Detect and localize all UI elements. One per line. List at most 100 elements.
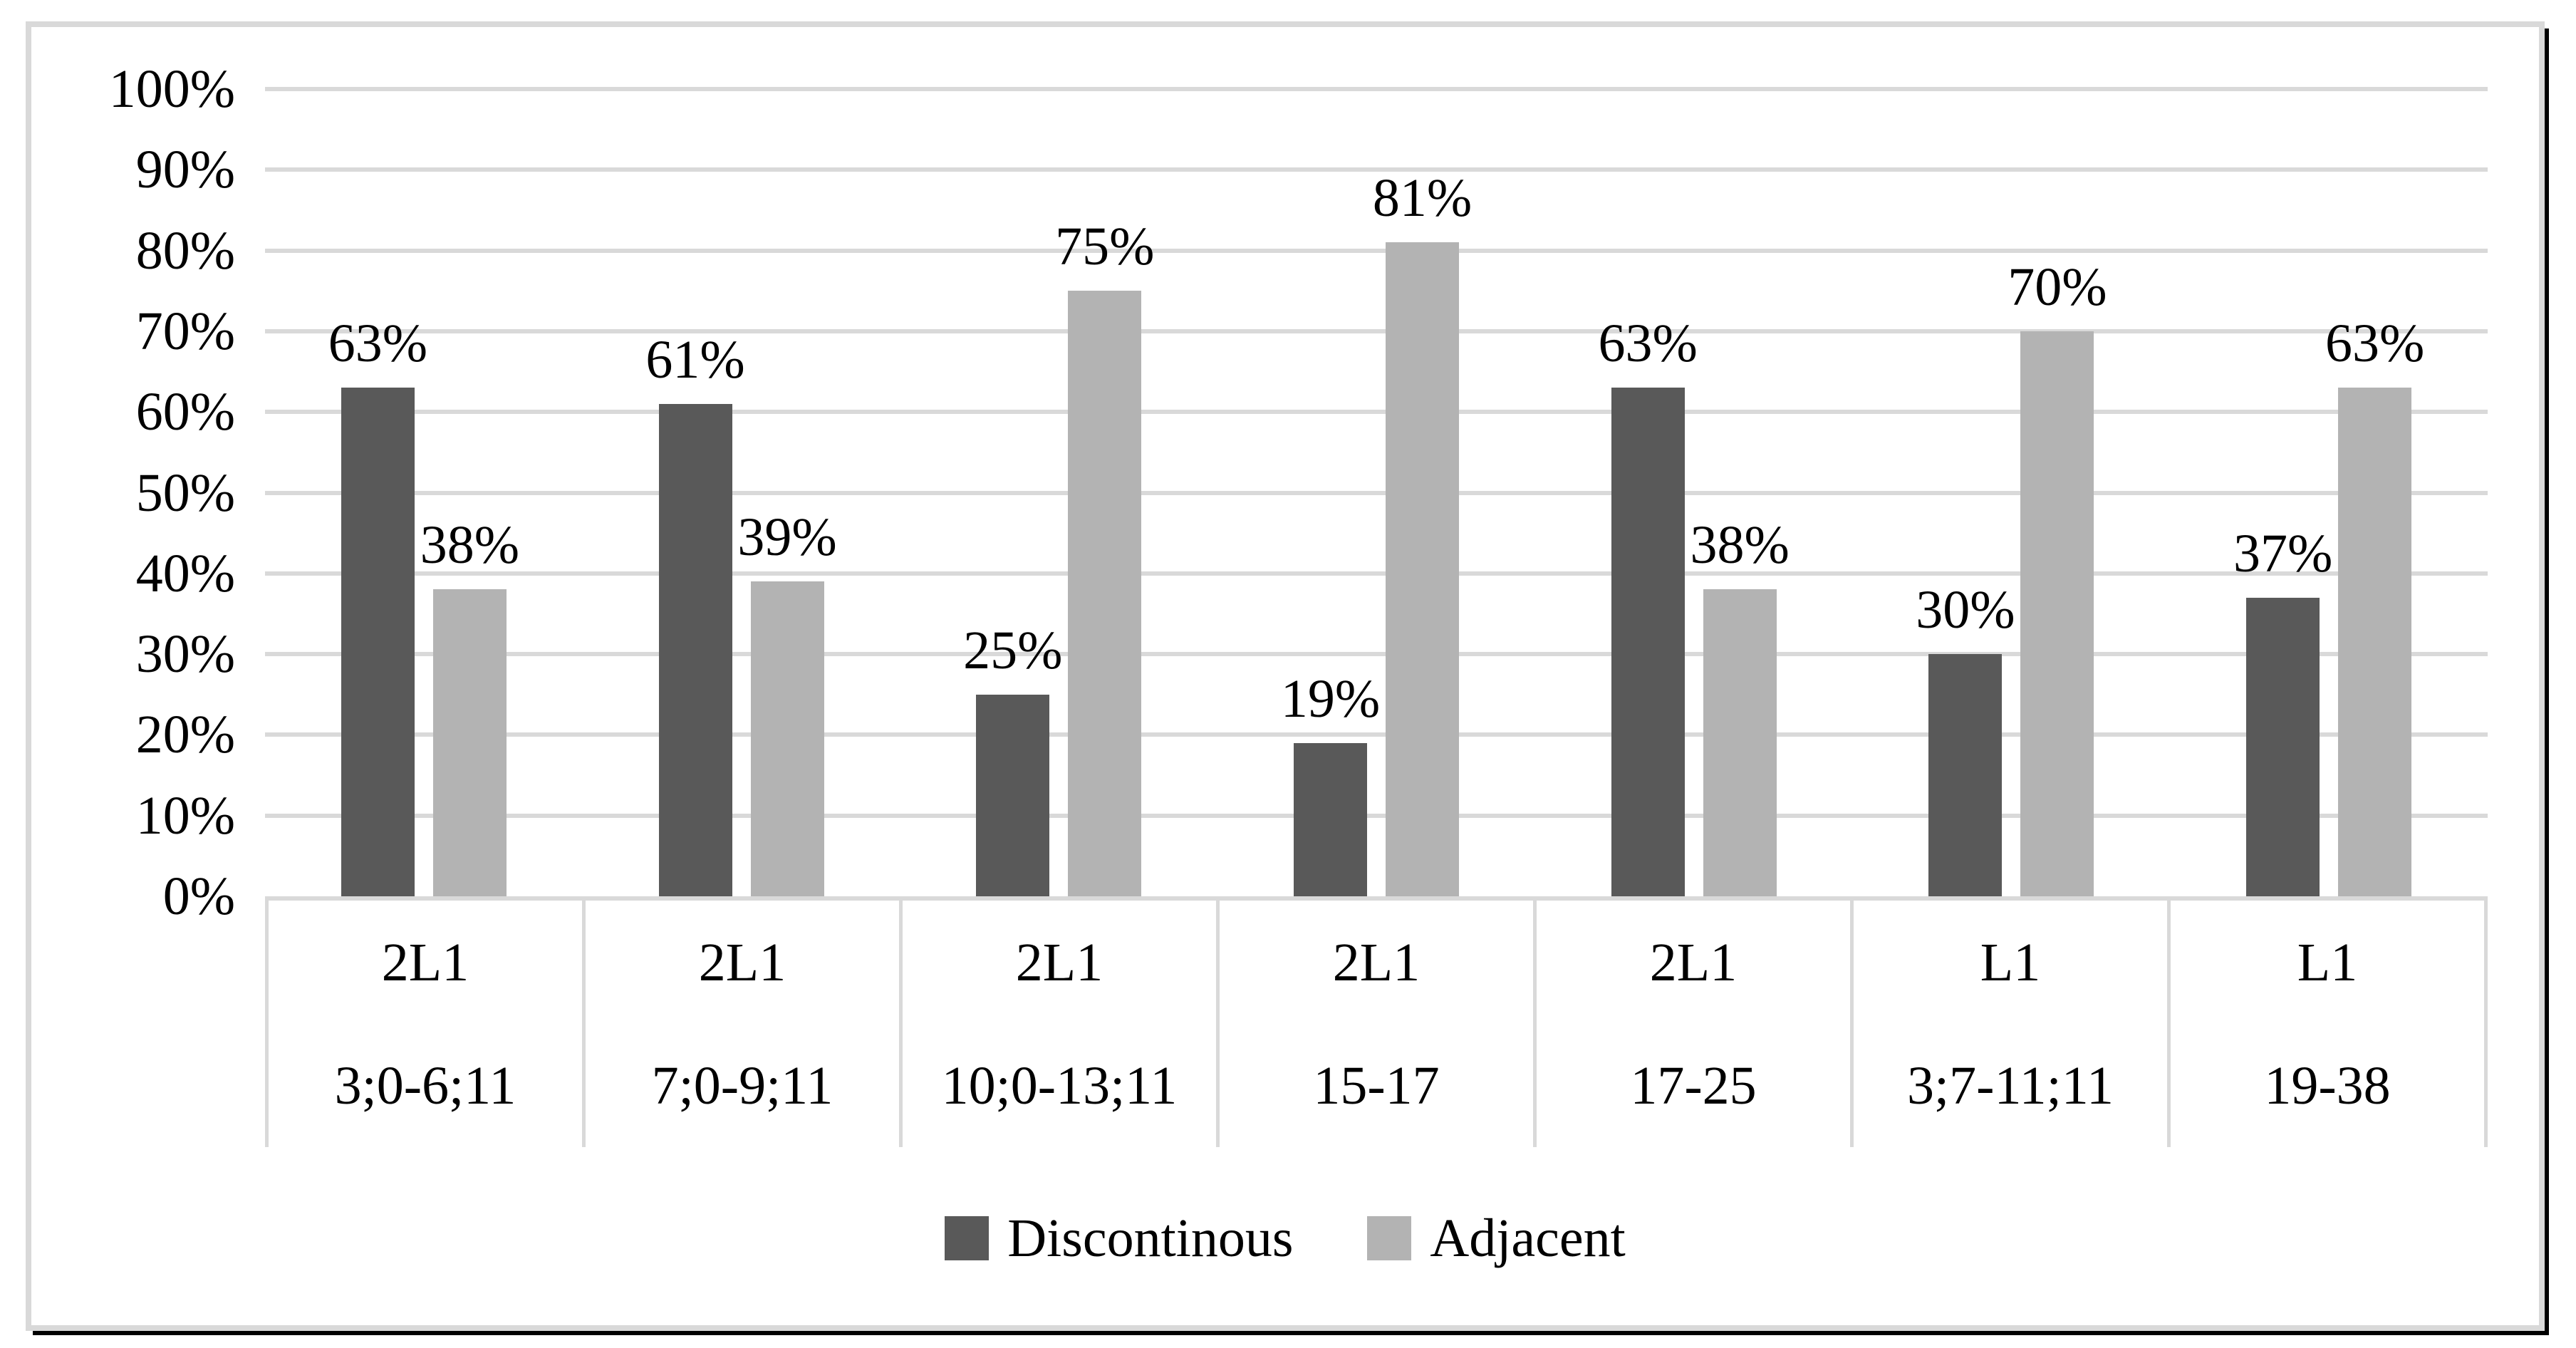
y-axis-tick-label: 100% xyxy=(108,59,235,119)
gridline xyxy=(265,328,2488,333)
legend-swatch-icon xyxy=(1367,1216,1412,1260)
bar-column: 75% xyxy=(1055,89,1154,896)
bar-discontinous xyxy=(1928,654,2003,896)
bar-column: 25% xyxy=(963,89,1062,896)
legend-label: Adjacent xyxy=(1430,1208,1626,1268)
bar-discontinous xyxy=(658,403,732,896)
bar-group: 30% 70% xyxy=(1853,89,2171,896)
bar-group: 61% 39% xyxy=(583,89,900,896)
bar-column: 81% xyxy=(1373,89,1472,896)
category-group-label: L1 xyxy=(2297,932,2358,992)
category-group-label: 2L1 xyxy=(381,932,469,992)
bar-column: 39% xyxy=(737,89,837,896)
y-axis-tick-label: 50% xyxy=(135,462,235,523)
category-cell: L1 3;7-11;11 xyxy=(1850,901,2167,1147)
gridline xyxy=(265,571,2488,576)
bar-column: 38% xyxy=(1690,89,1790,896)
legend-item: Discontinous xyxy=(945,1211,1293,1265)
bar-value-label: 38% xyxy=(420,515,519,576)
bar-column: 63% xyxy=(1599,89,1698,896)
bar-value-label: 63% xyxy=(328,313,427,374)
bar-column: 30% xyxy=(1916,89,2015,896)
gridline xyxy=(265,813,2488,818)
category-group-label: 2L1 xyxy=(1332,932,1421,992)
legend-label: Discontinous xyxy=(1007,1208,1294,1268)
bar-value-label: 30% xyxy=(1916,580,2015,641)
bar-adjacent xyxy=(750,581,824,896)
bar-value-label: 38% xyxy=(1690,515,1790,576)
bar-column: 19% xyxy=(1281,89,1380,896)
gridline xyxy=(265,87,2488,91)
category-age-label: 3;7-11;11 xyxy=(1907,1055,2114,1116)
bar-value-label: 25% xyxy=(963,620,1063,680)
bar-adjacent xyxy=(432,589,507,896)
gridline xyxy=(265,167,2488,172)
category-age-label: 19-38 xyxy=(2264,1055,2391,1116)
category-group-label: 2L1 xyxy=(1015,932,1103,992)
y-axis-tick-label: 10% xyxy=(135,785,235,846)
category-age-label: 17-25 xyxy=(1630,1055,1757,1116)
gridline xyxy=(265,732,2488,737)
category-cell: 2L1 10;0-13;11 xyxy=(899,901,1216,1147)
bar-value-label: 75% xyxy=(1055,217,1155,277)
category-cell: L1 19-38 xyxy=(2167,901,2488,1147)
bar-value-label: 70% xyxy=(2008,256,2107,317)
bar-column: 70% xyxy=(2008,89,2107,896)
bar-adjacent xyxy=(1068,291,1142,896)
bar-value-label: 37% xyxy=(2233,523,2333,584)
bar-discontinous xyxy=(341,388,415,896)
bar-value-label: 19% xyxy=(1280,668,1381,729)
bar-value-label: 63% xyxy=(1598,313,1698,374)
y-axis-tick-label: 20% xyxy=(135,705,235,765)
y-axis-tick-label: 30% xyxy=(135,624,235,685)
bar-group: 63% 38% xyxy=(1535,89,1853,896)
bar-value-label: 39% xyxy=(737,507,837,568)
y-axis: 0% 10% 20% 30% 40% 50% 60% 70% 80% 90% 100% xyxy=(31,62,235,923)
legend-item: Adjacent xyxy=(1367,1208,1626,1268)
bar-column: 63% xyxy=(328,89,427,896)
category-age-label: 10;0-13;11 xyxy=(941,1055,1178,1116)
bar-value-label: 61% xyxy=(645,329,745,390)
category-age-label: 3;0-6;11 xyxy=(334,1055,516,1116)
legend: Discontinous Adjacent xyxy=(31,1199,2539,1277)
bar-group: 63% 38% xyxy=(265,89,583,896)
bar-column: 38% xyxy=(420,89,519,896)
category-cell: 2L1 15-17 xyxy=(1216,901,1533,1147)
category-group-label: 2L1 xyxy=(698,932,786,992)
category-age-label: 7;0-9;11 xyxy=(651,1055,833,1116)
bar-adjacent xyxy=(1385,242,1459,896)
bar-adjacent xyxy=(2338,388,2412,896)
chart-area: 0% 10% 20% 30% 40% 50% 60% 70% 80% 90% 100% 63% 38%… xyxy=(26,21,2545,1331)
bar-column: 63% xyxy=(2325,89,2424,896)
bar-discontinous xyxy=(1611,388,1685,896)
gridline xyxy=(265,248,2488,253)
y-axis-tick-label: 80% xyxy=(135,220,235,281)
bar-discontinous xyxy=(1293,742,1367,896)
bar-column: 61% xyxy=(645,89,745,896)
legend-swatch-icon xyxy=(945,1216,990,1260)
category-age-label: 15-17 xyxy=(1313,1055,1440,1116)
bar-adjacent xyxy=(1703,589,1777,896)
gridline xyxy=(265,652,2488,657)
y-axis-tick-label: 0% xyxy=(162,866,235,926)
category-group-label: L1 xyxy=(1980,932,2041,992)
bar-value-label: 81% xyxy=(1372,168,1473,229)
y-axis-tick-label: 60% xyxy=(135,382,235,442)
gridline xyxy=(265,490,2488,495)
bar-value-label: 63% xyxy=(2325,313,2425,374)
bar-adjacent xyxy=(2020,331,2094,896)
gridline xyxy=(265,410,2488,415)
y-axis-tick-label: 90% xyxy=(135,140,235,200)
category-group-label: 2L1 xyxy=(1649,932,1738,992)
bar-group: 19% 81% xyxy=(1217,89,1535,896)
bar-discontinous xyxy=(976,694,1050,896)
category-cell: 2L1 3;0-6;11 xyxy=(265,901,582,1147)
y-axis-tick-label: 40% xyxy=(135,543,235,603)
category-axis: 2L1 3;0-6;11 2L1 7;0-9;11 2L1 10;0-13;11 2L1 15… xyxy=(265,896,2488,1147)
plot-area: 63% 38% 61% 39% 25% 75% 19% 81% 63% 38% 30% 70% 37% 6… xyxy=(265,87,2488,896)
category-cell: 2L1 7;0-9;11 xyxy=(582,901,899,1147)
bar-discontinous xyxy=(2246,597,2320,896)
bar-group: 25% 75% xyxy=(900,89,1217,896)
bar-column: 37% xyxy=(2233,89,2332,896)
